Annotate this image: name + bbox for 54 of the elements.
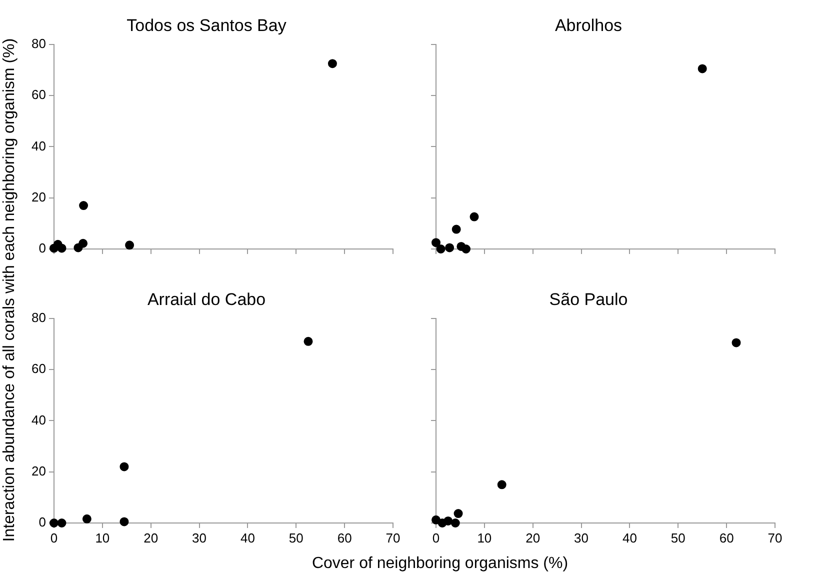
point: [79, 201, 88, 210]
point: [78, 238, 88, 248]
y-tick-label: 20: [32, 463, 46, 478]
point: [120, 462, 129, 472]
y-tick-label: 0: [38, 240, 46, 256]
y-tick-label: 40: [32, 412, 46, 428]
y-tick-label: 80: [32, 310, 46, 325]
x-tick-label: 60: [719, 530, 734, 546]
x-tick-label: 40: [622, 530, 637, 546]
point: [120, 517, 129, 526]
chart-title: Todos os Santos Bay: [126, 16, 287, 35]
y-tick-label: 60: [32, 361, 46, 376]
x-tick-label: 10: [477, 530, 492, 546]
point: [304, 336, 313, 346]
point: [454, 509, 463, 518]
y-axis-title: Interaction abundance of all corals with each neighboring organism (%): [1, 38, 19, 542]
y-tick-label: 40: [32, 138, 46, 154]
x-tick-label: 50: [670, 530, 686, 546]
point: [125, 240, 134, 250]
x-tick-label: 70: [768, 530, 782, 546]
x-tick-label: 60: [337, 530, 352, 546]
x-tick-label: 30: [574, 530, 589, 546]
x-tick-label: 20: [144, 530, 158, 546]
chart-title: Arraial do Cabo: [147, 290, 266, 309]
point: [497, 480, 506, 490]
x-tick-label: 0: [432, 530, 440, 546]
point: [732, 338, 741, 348]
x-tick-label: 50: [288, 530, 304, 546]
point: [82, 514, 92, 524]
point: [57, 244, 66, 253]
x-tick-label: 30: [192, 530, 207, 546]
x-tick-label: 0: [50, 530, 58, 546]
y-tick-label: 0: [38, 514, 46, 530]
y-tick-label: 80: [32, 36, 46, 51]
x-tick-label: 20: [526, 530, 540, 546]
point: [328, 59, 337, 68]
x-tick-label: 10: [95, 530, 110, 546]
x-tick-label: 40: [240, 530, 255, 546]
point: [445, 243, 454, 252]
point: [462, 244, 471, 254]
point: [450, 518, 460, 528]
y-tick-label: 60: [32, 87, 46, 102]
chart-title: Abrolhos: [554, 16, 622, 35]
point: [57, 518, 66, 528]
point: [432, 238, 440, 248]
point: [698, 64, 707, 74]
point: [436, 244, 446, 254]
point: [452, 224, 461, 234]
y-tick-label: 20: [32, 189, 46, 204]
x-axis-title: Cover of neighboring organisms (%): [312, 555, 568, 573]
chart-title: São Paulo: [549, 290, 628, 309]
point: [444, 516, 453, 526]
x-tick-label: 70: [386, 530, 400, 546]
point: [470, 212, 479, 222]
